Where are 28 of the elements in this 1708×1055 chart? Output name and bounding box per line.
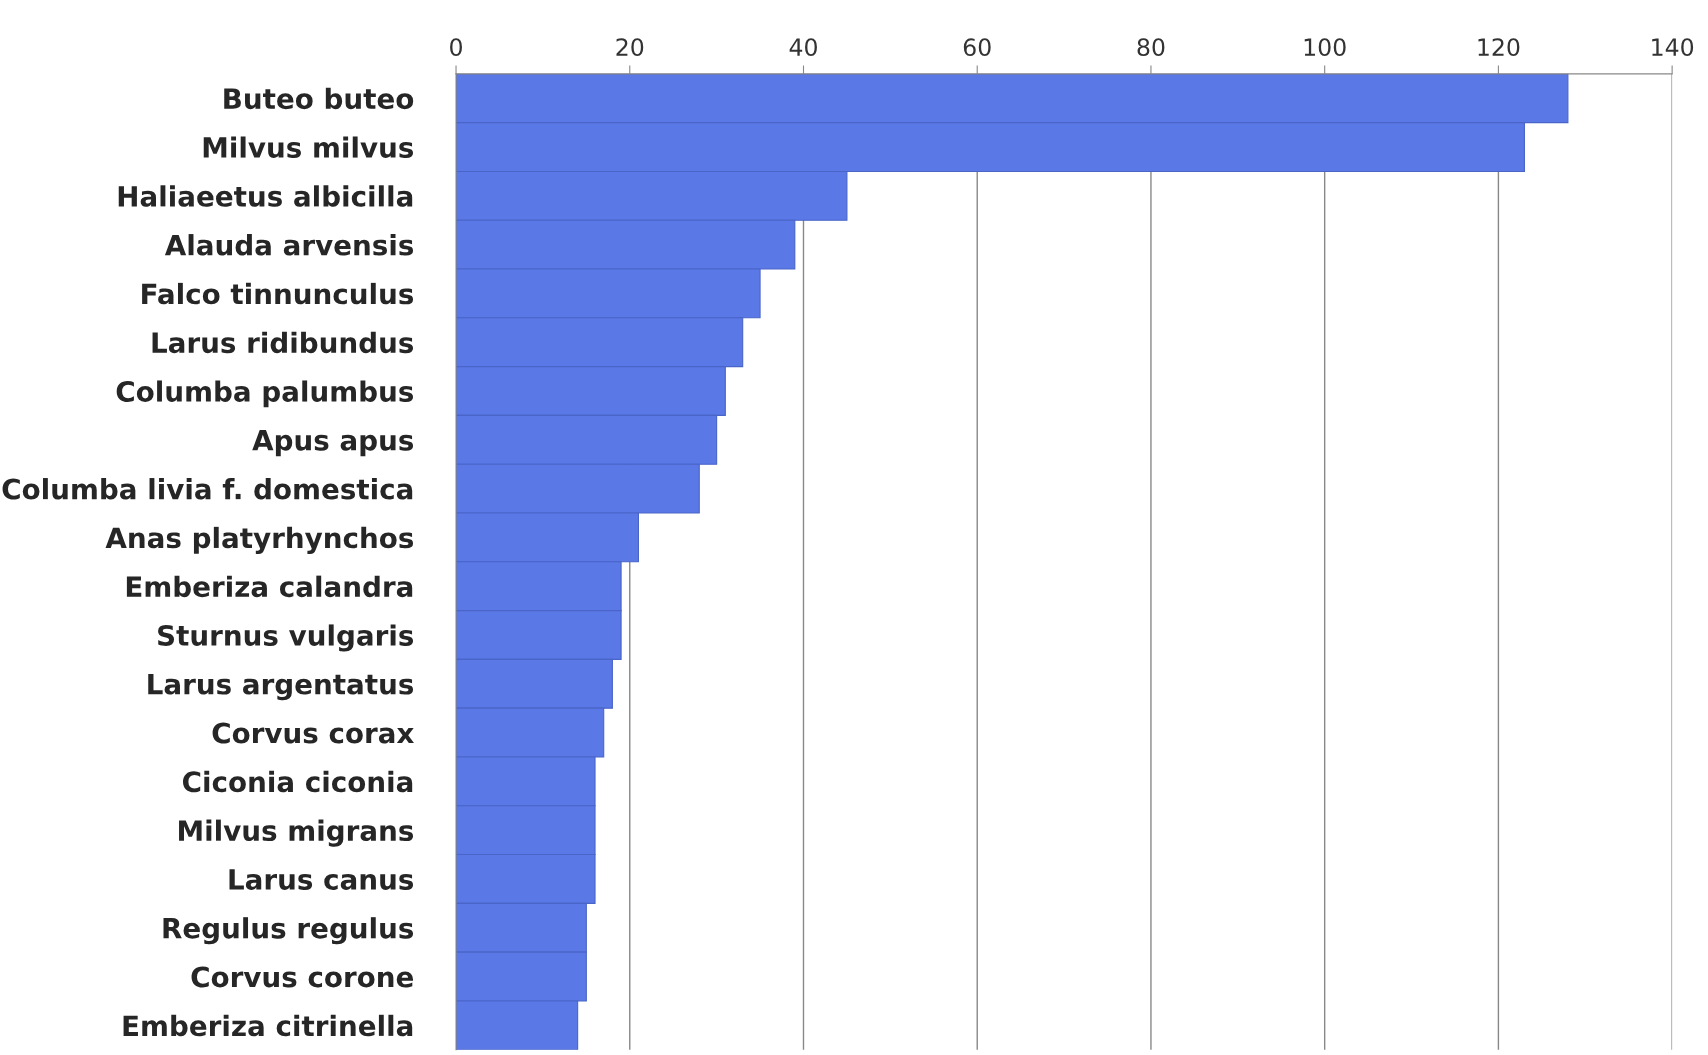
y-tick-label: Ciconia ciconia	[183, 770, 413, 793]
y-tick-label: Corvus corone	[191, 966, 414, 988]
x-tick-label: 40	[789, 38, 817, 57]
y-tick-label: Regulus regulus	[163, 917, 414, 945]
y-tick-label: Milvus milvus	[203, 136, 414, 158]
x-tick-label: 100	[1304, 38, 1346, 57]
y-tick-label: Alauda arvensis	[164, 234, 414, 256]
y-tick-label: Columba palumbus	[116, 380, 414, 408]
y-tick-label: Emberiza calandra	[126, 575, 413, 598]
y-tick-label: Falco tinnunculus	[142, 282, 414, 305]
y-tick-label: Buteo buteo	[224, 87, 414, 110]
x-tick-label: 20	[616, 38, 644, 57]
y-tick-label: Emberiza citrinella	[123, 1014, 413, 1037]
y-tick-label: Anas platyrhynchos	[105, 526, 414, 554]
y-tick-label: Sturnus vulgaris	[158, 624, 414, 652]
x-tick-label: 120	[1478, 38, 1520, 57]
y-tick-label: Corvus corax	[212, 722, 414, 744]
y-tick-label: Larus argentatus	[148, 673, 414, 701]
y-tick-label: Larus canus	[229, 869, 414, 890]
y-tick-label: Milvus migrans	[179, 819, 414, 847]
x-tick-label: 0	[450, 38, 462, 57]
y-tick-label: Larus ridibundus	[152, 331, 414, 354]
x-tick-label: 140	[1652, 38, 1694, 57]
y-tick-label: Apus apus	[252, 430, 414, 457]
x-tick-label: 60	[963, 38, 991, 57]
x-tick-label: 80	[1137, 38, 1165, 57]
y-tick-label: Haliaeetus albicilla	[118, 185, 413, 207]
y-tick-label: Columba livia f. domestica	[2, 478, 413, 500]
